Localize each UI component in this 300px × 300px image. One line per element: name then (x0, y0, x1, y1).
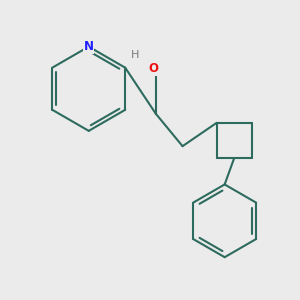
Text: O: O (149, 62, 159, 75)
Text: N: N (84, 40, 94, 53)
Text: H: H (130, 50, 139, 60)
